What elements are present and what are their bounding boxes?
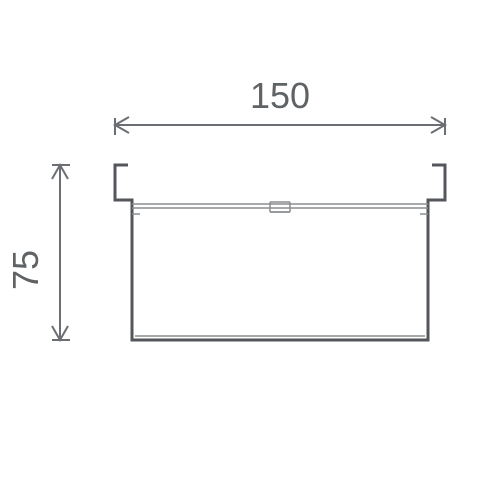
width-dim-label: 150: [250, 75, 310, 116]
dimensioned-cross-section: 150 75: [0, 0, 500, 500]
channel-profile: [115, 165, 445, 340]
height-dimension: 75: [5, 165, 70, 340]
profile-right-lip: [432, 165, 445, 185]
width-dimension: 150: [115, 75, 445, 135]
height-dim-label: 75: [5, 250, 46, 290]
profile-left-lip: [115, 165, 128, 185]
